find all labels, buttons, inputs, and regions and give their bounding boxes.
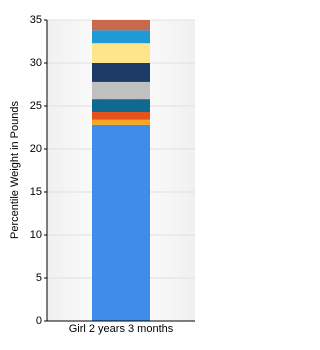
bar-segment [92,99,150,113]
y-tick-label: 5 [36,272,42,284]
chart: Percentile Weight in Pounds 0 5 10 15 20 25 30… [9,14,195,335]
y-tick-label: 20 [30,143,42,155]
y-tick-label: 15 [30,186,42,198]
bar-segment [92,63,150,82]
y-tick-label: 25 [30,100,42,112]
bar-segment [92,43,150,63]
bar-segment [92,30,150,44]
y-tick-label: 35 [30,14,42,26]
x-tick-label: Girl 2 years 3 months [69,323,174,335]
bar-segment [92,124,150,321]
y-tick-label: 10 [30,229,42,241]
y-tick-label: 30 [30,57,42,69]
bar-segment [92,112,150,120]
bar-segment [92,20,150,31]
y-tick-label: 0 [36,315,42,327]
bar-segment [92,81,150,100]
bar-segment [92,119,150,125]
y-axis-label: Percentile Weight in Pounds [9,101,21,239]
